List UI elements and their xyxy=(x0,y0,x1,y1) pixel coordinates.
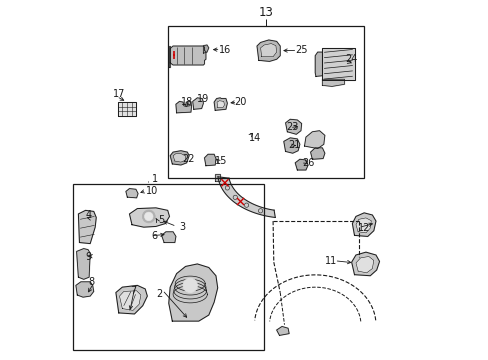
Polygon shape xyxy=(218,177,275,217)
Text: 22: 22 xyxy=(182,154,194,164)
Text: 11: 11 xyxy=(324,256,336,266)
Polygon shape xyxy=(310,148,324,159)
Polygon shape xyxy=(125,189,138,198)
Polygon shape xyxy=(170,46,205,65)
Text: 26: 26 xyxy=(302,158,314,168)
Polygon shape xyxy=(355,256,373,273)
Circle shape xyxy=(183,278,197,293)
Text: 7: 7 xyxy=(130,286,136,296)
Circle shape xyxy=(142,210,155,223)
Text: 6: 6 xyxy=(151,231,157,242)
Text: 18: 18 xyxy=(180,97,192,107)
Circle shape xyxy=(144,212,153,221)
Text: 9: 9 xyxy=(85,252,91,262)
Polygon shape xyxy=(204,154,216,166)
Polygon shape xyxy=(322,79,344,86)
Polygon shape xyxy=(76,282,94,297)
Polygon shape xyxy=(276,327,288,336)
Polygon shape xyxy=(295,159,307,170)
Polygon shape xyxy=(116,285,147,314)
Polygon shape xyxy=(322,48,354,80)
Text: 1: 1 xyxy=(152,174,158,184)
Polygon shape xyxy=(215,174,219,181)
Text: 15: 15 xyxy=(215,156,227,166)
Polygon shape xyxy=(285,119,301,134)
Polygon shape xyxy=(129,208,169,227)
Polygon shape xyxy=(118,102,136,116)
Text: 24: 24 xyxy=(345,54,357,64)
Text: 20: 20 xyxy=(234,97,246,107)
Text: 17: 17 xyxy=(112,89,125,99)
Text: 19: 19 xyxy=(197,94,209,104)
Text: 25: 25 xyxy=(295,45,307,55)
Text: 5: 5 xyxy=(158,215,164,225)
Polygon shape xyxy=(214,98,227,111)
Polygon shape xyxy=(352,213,375,237)
Polygon shape xyxy=(176,102,191,113)
Text: 8: 8 xyxy=(88,277,95,287)
Text: 10: 10 xyxy=(145,186,158,197)
Text: 14: 14 xyxy=(248,133,261,143)
Polygon shape xyxy=(203,45,208,53)
Polygon shape xyxy=(217,101,224,108)
Polygon shape xyxy=(260,44,276,57)
Text: 4: 4 xyxy=(86,210,92,220)
Text: 3: 3 xyxy=(179,222,184,232)
Polygon shape xyxy=(170,151,189,165)
Text: 13: 13 xyxy=(258,6,273,19)
Polygon shape xyxy=(304,131,324,149)
Polygon shape xyxy=(283,138,299,153)
Polygon shape xyxy=(162,232,176,243)
Bar xyxy=(167,26,364,178)
Text: 16: 16 xyxy=(218,45,230,55)
Polygon shape xyxy=(315,52,322,76)
Text: 2: 2 xyxy=(156,289,163,298)
Polygon shape xyxy=(77,249,90,279)
Polygon shape xyxy=(351,252,379,276)
Polygon shape xyxy=(192,98,203,109)
Text: 21: 21 xyxy=(288,140,300,150)
Polygon shape xyxy=(119,291,141,310)
Polygon shape xyxy=(168,264,217,321)
Polygon shape xyxy=(78,210,96,244)
Text: 23: 23 xyxy=(286,122,298,132)
Polygon shape xyxy=(168,46,170,67)
Bar xyxy=(73,184,264,350)
Text: 12: 12 xyxy=(357,223,369,233)
Polygon shape xyxy=(173,154,185,162)
Polygon shape xyxy=(257,40,280,62)
Polygon shape xyxy=(355,218,370,233)
